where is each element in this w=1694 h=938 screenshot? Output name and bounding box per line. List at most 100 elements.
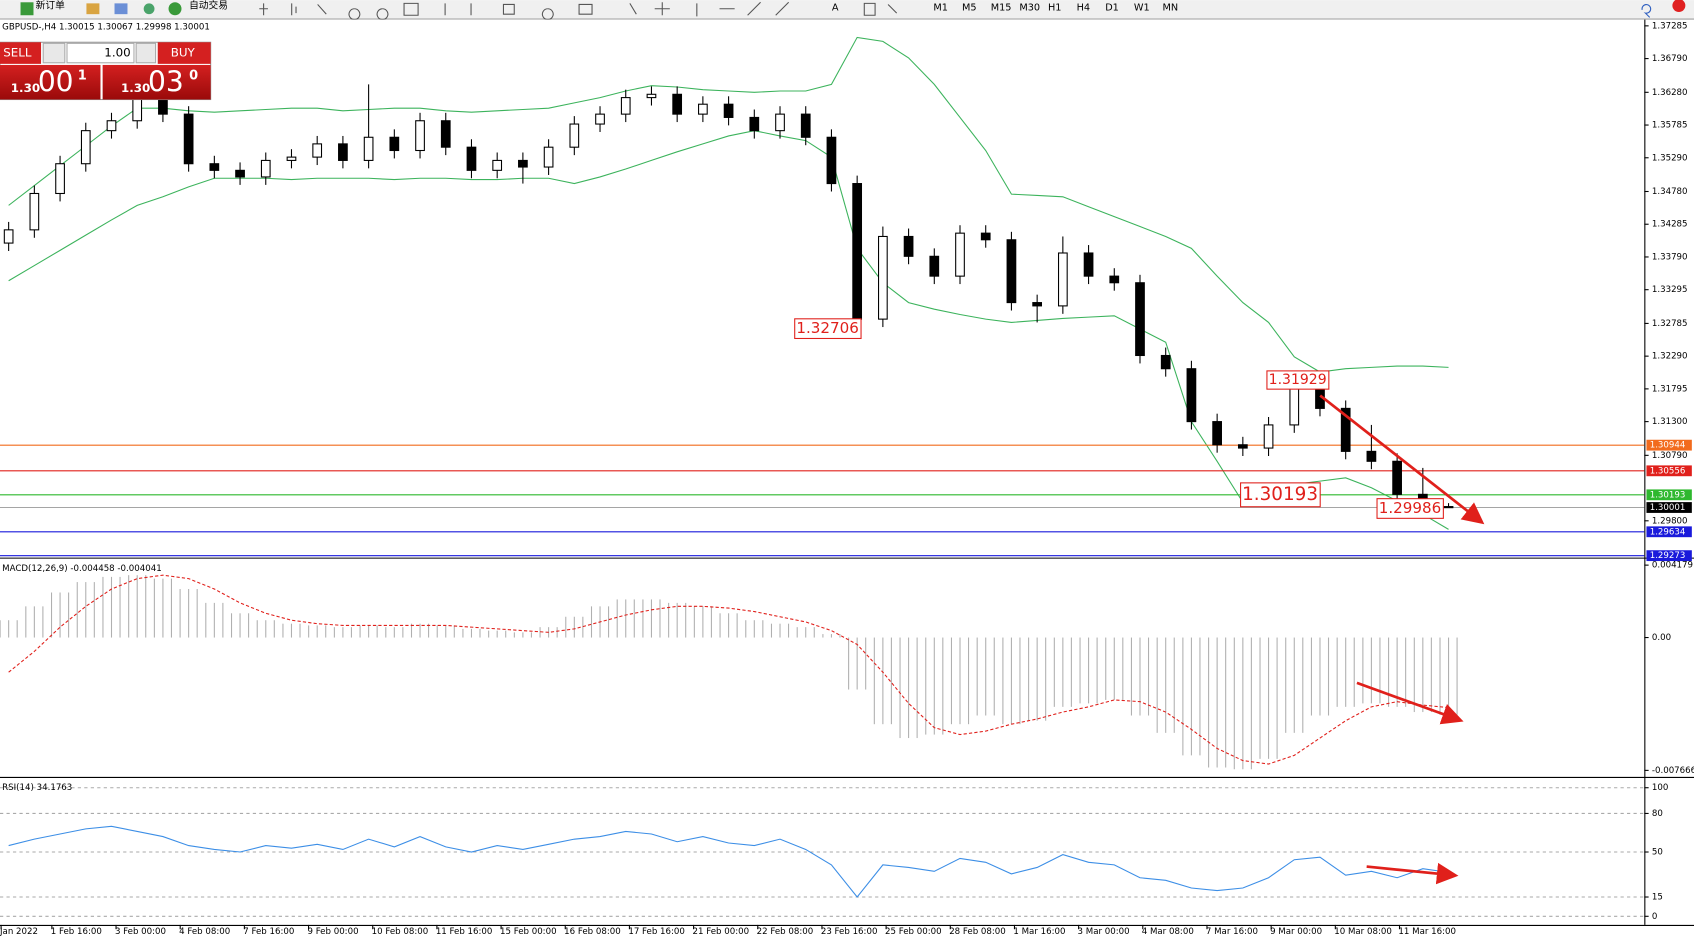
sell-button[interactable] xyxy=(0,42,42,64)
x-tick-label: 3 Feb 00:00 xyxy=(115,927,166,937)
y-tick-label: 1.37285 xyxy=(1652,21,1688,31)
text-tool[interactable]: A xyxy=(832,3,839,14)
tool-icons[interactable] xyxy=(259,1,898,21)
x-tick-label: Jan 2022 xyxy=(0,927,38,937)
timeframe-button[interactable]: D1 xyxy=(1105,3,1119,14)
candle-body xyxy=(1006,239,1017,304)
price-annotation-box xyxy=(1266,370,1330,390)
price-level-box xyxy=(1646,439,1692,451)
candle-body xyxy=(646,93,657,99)
sell-quote[interactable] xyxy=(0,64,101,100)
buy-label[interactable]: BUY xyxy=(171,46,196,60)
new-order-button[interactable]: 新订单 xyxy=(36,0,65,12)
candle-body xyxy=(1160,354,1171,370)
candle-body xyxy=(1237,444,1248,449)
candle-body xyxy=(1263,424,1274,449)
autotrade-button[interactable]: 自动交易 xyxy=(189,0,228,12)
y-tick-label: 50 xyxy=(1652,848,1663,858)
price-level-box xyxy=(1646,502,1692,513)
x-tick-label: 21 Feb 00:00 xyxy=(693,927,750,937)
price-level-box xyxy=(1646,489,1692,501)
x-tick-label: 9 Mar 00:00 xyxy=(1270,927,1322,937)
candle-body xyxy=(569,123,580,148)
candle-body xyxy=(158,97,168,115)
timeframe-bar: M1 M5 M15 M30 H1 H4 D1 W1 MN xyxy=(933,3,1178,14)
buy-quote[interactable] xyxy=(102,64,211,100)
x-tick-label: 1 Mar 16:00 xyxy=(1013,927,1065,937)
timeframe-button[interactable]: M5 xyxy=(962,3,977,14)
timeframe-button[interactable]: M30 xyxy=(1019,3,1040,14)
timeframe-button[interactable]: W1 xyxy=(1134,3,1150,14)
x-tick-label: 10 Mar 08:00 xyxy=(1334,927,1392,937)
trend-arrows xyxy=(1319,394,1485,885)
y-tick-label: 80 xyxy=(1652,809,1663,819)
candle-body xyxy=(1340,407,1351,452)
lot-value[interactable]: 1.00 xyxy=(104,46,130,60)
buy-button[interactable] xyxy=(157,42,211,64)
toolbar-icon[interactable] xyxy=(86,3,100,15)
lot-input[interactable] xyxy=(66,42,135,64)
candle-body xyxy=(440,120,451,148)
price-level-label: 1.29273 xyxy=(1650,551,1686,561)
candle-body xyxy=(800,113,811,138)
price-annotation-box xyxy=(1240,482,1321,508)
candle-body xyxy=(389,136,400,152)
bollinger-band xyxy=(8,36,1449,373)
autotrade-icon[interactable] xyxy=(168,2,182,16)
candle-body xyxy=(1083,252,1094,277)
timeframe-button[interactable]: M1 xyxy=(933,3,948,14)
quote-fraction: 1 xyxy=(78,68,87,83)
x-tick-label: 9 Feb 00:00 xyxy=(307,927,358,937)
x-tick-label: 23 Feb 16:00 xyxy=(821,927,878,937)
y-tick-label: 1.34285 xyxy=(1652,220,1688,230)
y-tick-label: 100 xyxy=(1652,783,1668,793)
candle-body xyxy=(826,136,837,185)
y-tick-label: 0.004179 xyxy=(1652,561,1693,571)
toolbar xyxy=(0,0,1694,20)
y-tick-label: 1.30790 xyxy=(1652,451,1688,461)
price-level-box xyxy=(1646,465,1692,477)
candle-body xyxy=(363,136,374,161)
price-annotation: 1.30193 xyxy=(1242,484,1318,505)
candle-body xyxy=(620,97,631,115)
timeframe-button[interactable]: MN xyxy=(1162,3,1178,14)
toolbar-icon[interactable] xyxy=(143,3,155,15)
x-tick-label: 17 Feb 16:00 xyxy=(628,927,685,937)
timeframe-button[interactable]: H1 xyxy=(1048,3,1062,14)
timeframe-button[interactable]: M15 xyxy=(991,3,1012,14)
price-annotation-box xyxy=(794,318,862,340)
x-tick-label: 22 Feb 08:00 xyxy=(757,927,814,937)
timeframe-button[interactable]: H4 xyxy=(1077,3,1091,14)
lot-down[interactable] xyxy=(42,42,66,64)
candle-body xyxy=(698,103,708,115)
toolbar-icon[interactable] xyxy=(114,3,128,15)
candle-body xyxy=(312,143,323,158)
price-level-label: 1.29634 xyxy=(1650,527,1686,537)
candle-body xyxy=(672,93,683,115)
bollinger-band xyxy=(8,130,1449,530)
sell-label[interactable]: SELL xyxy=(3,46,32,60)
candle-body xyxy=(543,146,554,168)
x-tick-label: 16 Feb 08:00 xyxy=(564,927,621,937)
x-tick-label: 7 Feb 16:00 xyxy=(243,927,294,937)
y-tick-label: 15 xyxy=(1652,893,1663,903)
y-tick-label: 1.36280 xyxy=(1652,88,1688,98)
price-annotation: 1.32706 xyxy=(796,319,858,337)
new-order-icon[interactable] xyxy=(20,2,34,16)
x-tick-label: 11 Mar 16:00 xyxy=(1398,927,1456,937)
price-level-label: 1.30193 xyxy=(1650,490,1686,500)
indicator-title: MACD(12,26,9) -0.004458 -0.004041 xyxy=(2,564,162,574)
candle-body xyxy=(235,169,245,178)
candle-body xyxy=(3,229,14,244)
y-tick-label: 1.31795 xyxy=(1652,384,1688,394)
candle-body xyxy=(723,103,734,118)
x-tick-label: 1 Feb 16:00 xyxy=(51,927,102,937)
lot-up[interactable] xyxy=(135,42,157,64)
candle-body xyxy=(595,113,605,125)
search-icon[interactable] xyxy=(1641,4,1652,18)
notification-icon[interactable] xyxy=(1672,0,1686,13)
plots: 1.37285 1.36790 1.36280 1.35785 1.35290 1.347… xyxy=(0,21,1694,937)
y-tick-label: 1.33790 xyxy=(1652,252,1688,262)
